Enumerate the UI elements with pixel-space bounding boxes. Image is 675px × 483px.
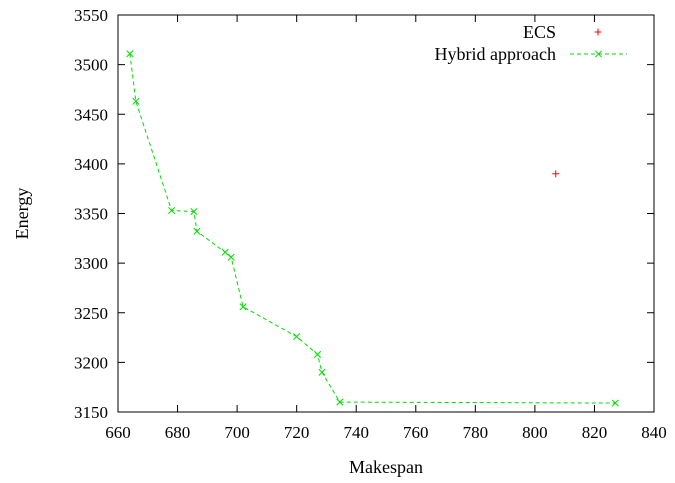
plot-border xyxy=(117,14,655,413)
legend-marker xyxy=(594,50,603,58)
legend-label: ECS xyxy=(523,22,556,42)
x-tick-label: 840 xyxy=(641,423,667,442)
data-point xyxy=(318,368,326,376)
data-point xyxy=(611,399,619,407)
data-point xyxy=(239,303,247,311)
y-tick-label: 3450 xyxy=(74,105,108,124)
data-point xyxy=(126,50,134,58)
x-stroke xyxy=(126,50,134,58)
legend-marker xyxy=(594,28,602,36)
x-stroke xyxy=(336,398,344,406)
series-ecs xyxy=(552,170,560,178)
x-axis-title: Makespan xyxy=(349,457,423,477)
data-series xyxy=(126,50,619,407)
data-point xyxy=(227,253,235,261)
x-tick-label: 660 xyxy=(105,423,131,442)
x-stroke xyxy=(132,97,140,105)
y-axis-title: Energy xyxy=(12,188,32,240)
plot-area xyxy=(117,14,655,413)
x-tick-label: 680 xyxy=(165,423,191,442)
x-stroke xyxy=(168,206,176,215)
legend-item: Hybrid approach xyxy=(435,44,627,64)
data-point xyxy=(132,97,140,105)
y-tick-label: 3550 xyxy=(74,6,108,25)
x-stroke xyxy=(293,333,301,341)
y-tick-label: 3350 xyxy=(74,205,108,224)
y-tick-label: 3150 xyxy=(74,403,108,422)
series-line xyxy=(129,53,616,404)
data-point xyxy=(190,207,198,216)
x-stroke xyxy=(611,399,619,407)
x-stroke xyxy=(221,248,229,256)
legend-item: ECS xyxy=(523,22,602,42)
x-tick-label: 700 xyxy=(224,423,250,442)
data-point xyxy=(336,398,344,406)
y-tick-label: 3500 xyxy=(74,56,108,75)
x-stroke xyxy=(318,368,326,376)
x-tick-label: 720 xyxy=(284,423,310,442)
data-point xyxy=(221,248,229,256)
x-stroke xyxy=(239,303,247,311)
y-tick-label: 3250 xyxy=(74,304,108,323)
x-stroke xyxy=(313,350,322,358)
y-tick-label: 3400 xyxy=(74,155,108,174)
x-stroke xyxy=(190,207,198,216)
data-point xyxy=(552,170,560,178)
x-tick-label: 780 xyxy=(463,423,489,442)
series-hybrid-approach xyxy=(126,50,619,407)
data-point xyxy=(313,350,322,358)
y-tick-label: 3200 xyxy=(74,353,108,372)
x-tick-label: 800 xyxy=(522,423,548,442)
x-tick-label: 760 xyxy=(403,423,429,442)
x-tick-label: 820 xyxy=(582,423,608,442)
x-stroke xyxy=(594,50,603,58)
x-stroke xyxy=(227,253,235,261)
axis-ticks: 660 680 700 720 740 760 780 800 820 840 3150 3200 32… xyxy=(74,6,667,442)
data-point xyxy=(193,227,201,235)
x-tick-label: 740 xyxy=(343,423,369,442)
legend-label: Hybrid approach xyxy=(435,44,556,64)
data-point xyxy=(168,206,176,215)
y-tick-label: 3300 xyxy=(74,254,108,273)
x-stroke xyxy=(193,227,201,235)
data-point xyxy=(293,333,301,341)
